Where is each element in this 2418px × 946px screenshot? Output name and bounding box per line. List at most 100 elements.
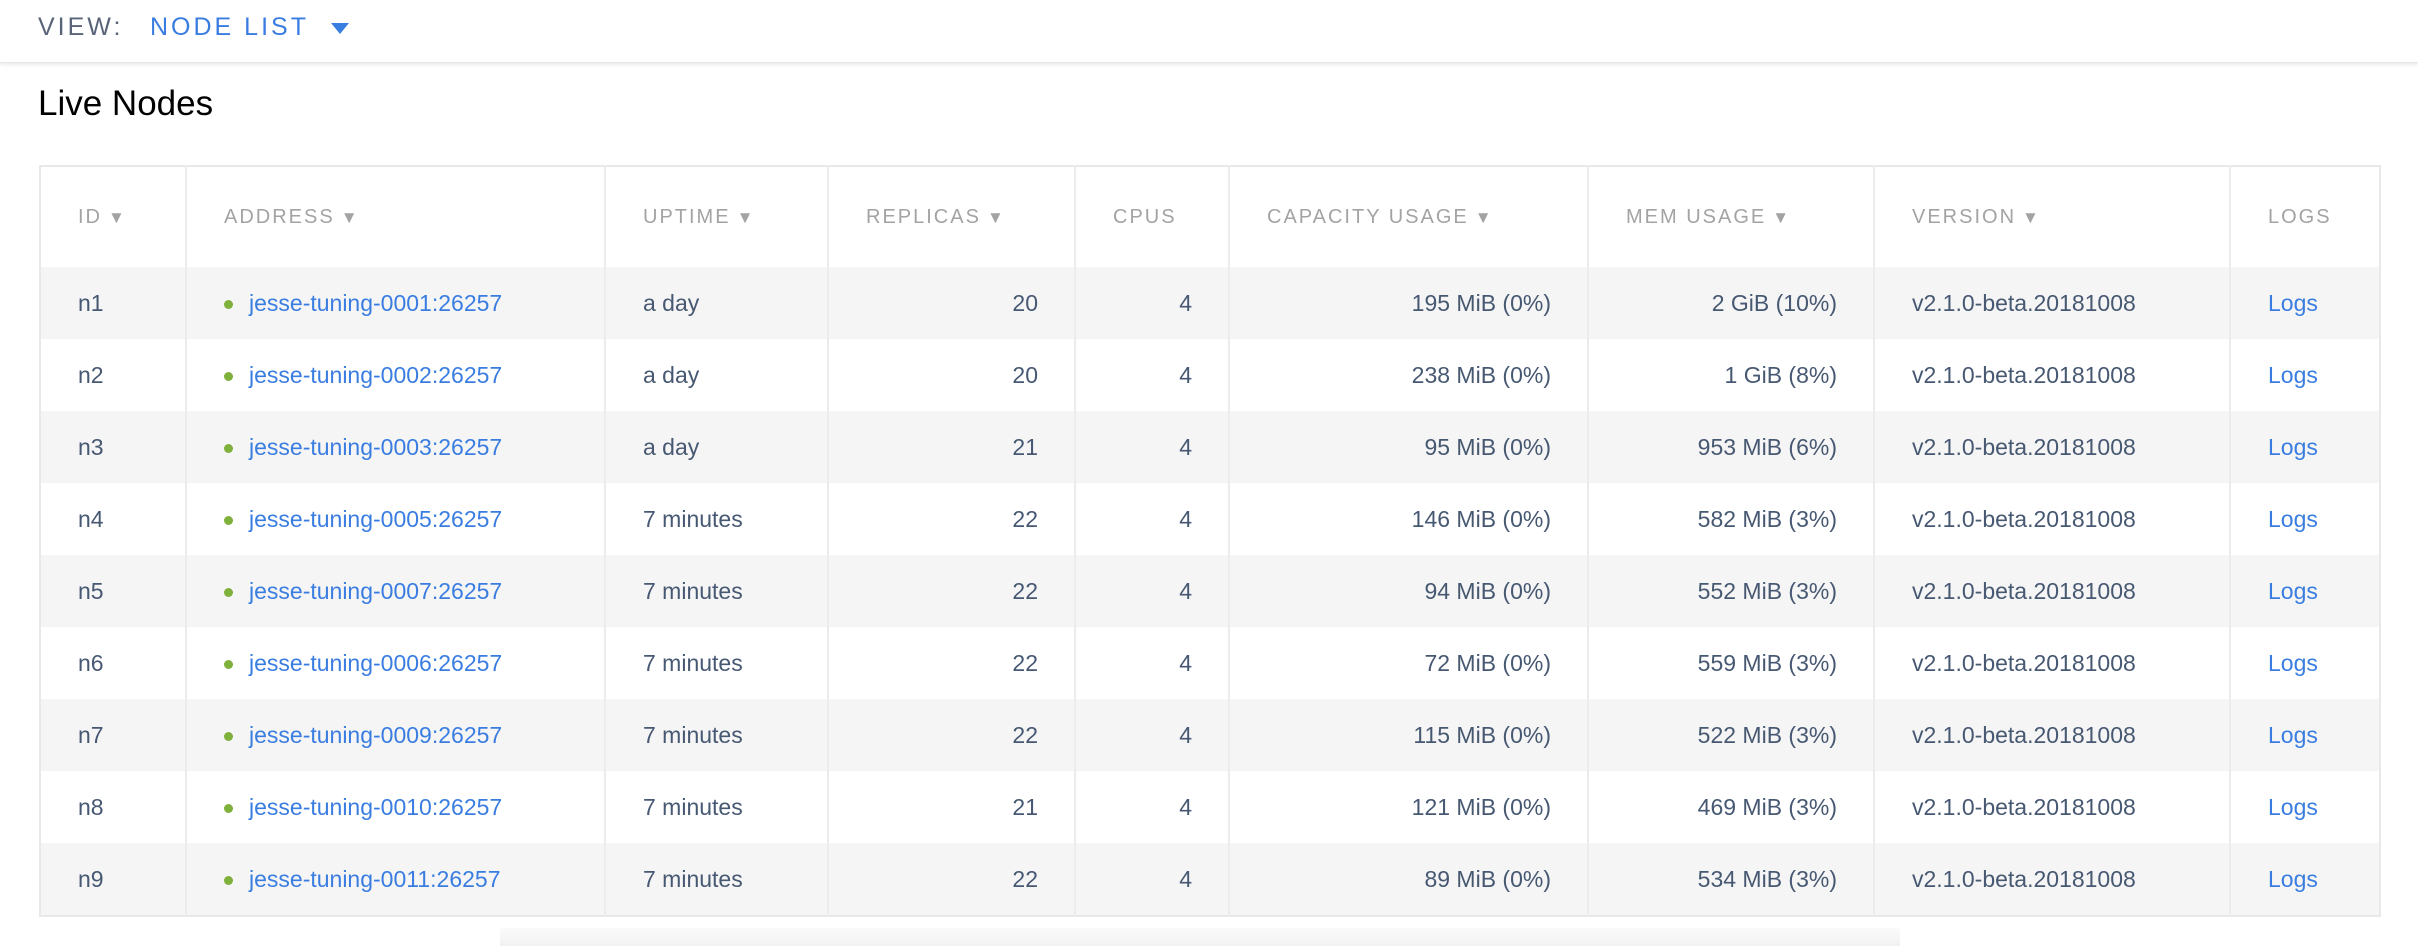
cell-replicas: 22 (827, 627, 1075, 699)
sort-arrow-icon[interactable]: ▼ (1772, 207, 1792, 227)
cell-address: jesse-tuning-0011:26257 (185, 843, 605, 916)
cell-replicas: 22 (827, 483, 1075, 555)
cell-mem: 534 MiB (3%) (1587, 843, 1874, 916)
cell-id: n9 (40, 843, 186, 916)
cell-cpus: 4 (1074, 339, 1229, 411)
cell-capacity: 72 MiB (0%) (1228, 627, 1588, 699)
node-address-link[interactable]: jesse-tuning-0006:26257 (249, 649, 503, 676)
cell-version: v2.1.0-beta.20181008 (1873, 339, 2230, 411)
cell-uptime: a day (604, 339, 828, 411)
column-header-replicas[interactable]: REPLICAS ▼ (827, 166, 1075, 267)
column-header-address[interactable]: ADDRESS ▼ (185, 166, 605, 267)
logs-link[interactable]: Logs (2268, 793, 2318, 820)
column-header-label: UPTIME (643, 205, 731, 228)
node-address-link[interactable]: jesse-tuning-0002:26257 (249, 361, 503, 388)
view-dropdown-value: NODE LIST (150, 13, 309, 41)
cell-address: jesse-tuning-0009:26257 (185, 699, 605, 771)
cell-address: jesse-tuning-0010:26257 (185, 771, 605, 843)
cell-id: n4 (78, 505, 104, 532)
logs-link[interactable]: Logs (2268, 433, 2318, 460)
column-header-id[interactable]: ID ▼ (40, 166, 186, 267)
status-live-dot-icon (224, 371, 233, 381)
cell-logs: Logs (2229, 771, 2380, 843)
status-live-dot-icon (224, 299, 233, 309)
logs-link[interactable]: Logs (2268, 361, 2318, 388)
sort-arrow-icon[interactable]: ▼ (340, 207, 360, 227)
cell-cpus: 4 (1074, 771, 1229, 843)
node-address-link[interactable]: jesse-tuning-0001:26257 (249, 289, 503, 316)
status-live-dot-icon (224, 731, 233, 741)
cell-capacity: 89 MiB (0%) (1228, 843, 1588, 916)
sort-arrow-icon[interactable]: ▼ (2022, 207, 2041, 227)
cell-id: n5 (40, 555, 186, 627)
cell-replicas: 22 (827, 555, 1075, 627)
logs-link[interactable]: Logs (2268, 865, 2318, 892)
sort-arrow-icon[interactable]: ▼ (736, 207, 756, 227)
logs-link[interactable]: Logs (2268, 649, 2318, 676)
cell-mem: 552 MiB (3%) (1587, 555, 1874, 627)
table-row: n9 jesse-tuning-0011:26257 7 minutes 22 4 89 … (40, 843, 2380, 916)
table-row: n3 jesse-tuning-0003:26257 a day 21 4 95 MiB … (40, 411, 2380, 483)
node-address-link[interactable]: jesse-tuning-0005:26257 (249, 505, 503, 532)
table-row: n1 jesse-tuning-0001:26257 a day 20 4 195 MiB… (40, 267, 2380, 339)
node-address-link[interactable]: jesse-tuning-0009:26257 (249, 721, 503, 748)
column-header-label: REPLICAS (866, 205, 981, 228)
column-header-uptime[interactable]: UPTIME ▼ (604, 166, 828, 267)
cell-cpus: 4 (1074, 843, 1229, 916)
cell-logs: Logs (2229, 843, 2380, 916)
view-bar: VIEW: NODE LIST (0, 0, 2418, 63)
node-address-link[interactable]: jesse-tuning-0007:26257 (249, 577, 503, 604)
table-header-row: ID ▼ ADDRESS ▼ UPTIME ▼ REPLICAS ▼ CPUS CAPACITY … (40, 166, 2380, 267)
logs-link[interactable]: Logs (2268, 721, 2318, 748)
cell-capacity: 195 MiB (0%) (1228, 267, 1588, 339)
caret-down-icon (330, 22, 349, 34)
node-address-link[interactable]: jesse-tuning-0010:26257 (249, 793, 503, 820)
node-address-link[interactable]: jesse-tuning-0011:26257 (249, 865, 501, 892)
cell-logs: Logs (2229, 483, 2380, 555)
cell-address: jesse-tuning-0006:26257 (185, 627, 605, 699)
cell-uptime: 7 minutes (604, 627, 828, 699)
logs-link[interactable]: Logs (2268, 577, 2318, 604)
cell-address: jesse-tuning-0003:26257 (185, 411, 605, 483)
table-row: n2 jesse-tuning-0002:26257 a day 20 4 238 MiB… (40, 339, 2380, 411)
status-live-dot-icon (224, 587, 233, 597)
cell-replicas: 21 (827, 411, 1075, 483)
cell-uptime: a day (604, 411, 828, 483)
cell-version: v2.1.0-beta.20181008 (1873, 483, 2230, 555)
column-header-label: ADDRESS (224, 205, 335, 228)
cell-id: n1 (40, 267, 186, 339)
cell-replicas: 20 (827, 267, 1075, 339)
cell-uptime: 7 minutes (604, 483, 828, 555)
cell-address: jesse-tuning-0007:26257 (185, 555, 605, 627)
sort-arrow-icon[interactable]: ▼ (108, 207, 127, 227)
cell-capacity: 121 MiB (0%) (1228, 771, 1588, 843)
nodes-table: ID ▼ ADDRESS ▼ UPTIME ▼ REPLICAS ▼ CPUS CAPACITY … (39, 165, 2381, 917)
cell-version: v2.1.0-beta.20181008 (1873, 411, 2230, 483)
table-row: n7 jesse-tuning-0009:26257 7 minutes 22 4 115… (40, 699, 2380, 771)
cell-version: v2.1.0-beta.20181008 (1873, 843, 2230, 916)
cell-logs: Logs (2229, 411, 2380, 483)
cell-cpus: 4 (1074, 267, 1229, 339)
sort-arrow-icon[interactable]: ▼ (1474, 207, 1494, 227)
page-title: Live Nodes (38, 84, 214, 123)
column-header-capacity[interactable]: CAPACITY USAGE ▼ (1228, 166, 1588, 267)
logs-link[interactable]: Logs (2268, 289, 2318, 316)
column-header-mem[interactable]: MEM USAGE ▼ (1587, 166, 1874, 267)
cell-mem: 582 MiB (3%) (1587, 483, 1874, 555)
cell-logs: Logs (2229, 267, 2380, 339)
node-address-link[interactable]: jesse-tuning-0003:26257 (249, 433, 503, 460)
cell-cpus: 4 (1074, 627, 1229, 699)
footer-shadow (500, 928, 1900, 946)
cell-version: v2.1.0-beta.20181008 (1873, 699, 2230, 771)
view-dropdown[interactable]: NODE LIST (150, 13, 349, 42)
logs-link[interactable]: Logs (2268, 505, 2318, 532)
cell-capacity: 238 MiB (0%) (1228, 339, 1588, 411)
cell-replicas: 22 (827, 699, 1075, 771)
sort-arrow-icon[interactable]: ▼ (986, 207, 1006, 227)
status-live-dot-icon (224, 515, 233, 525)
cell-mem: 1 GiB (8%) (1587, 339, 1874, 411)
column-header-label: CAPACITY USAGE (1267, 205, 1469, 228)
cell-capacity: 146 MiB (0%) (1228, 483, 1588, 555)
cell-cpus: 4 (1074, 411, 1229, 483)
column-header-version[interactable]: VERSION ▼ (1873, 166, 2230, 267)
